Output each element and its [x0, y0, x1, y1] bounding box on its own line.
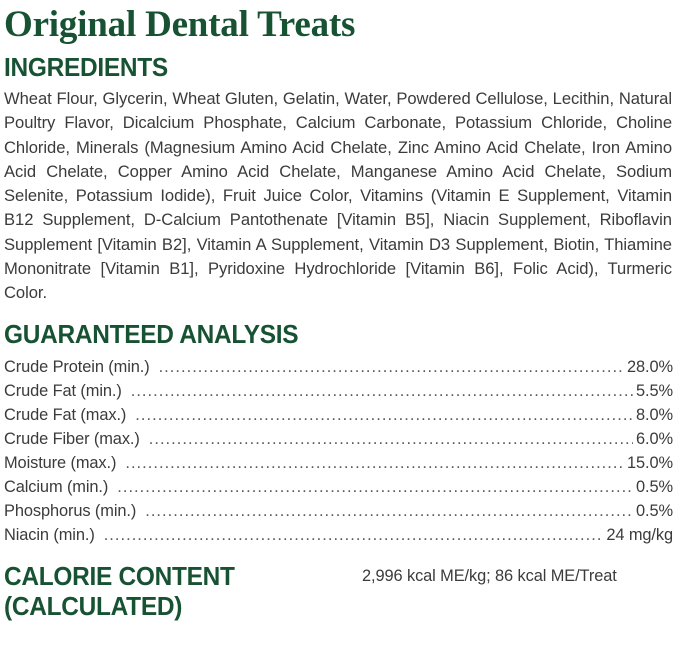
- analysis-row-value: 15.0%: [627, 453, 673, 472]
- analysis-row-label: Moisture (max.): [4, 453, 117, 472]
- analysis-row-label: Crude Protein (min.): [4, 357, 150, 376]
- analysis-row-label: Crude Fiber (max.): [4, 429, 140, 448]
- analysis-row-value: 5.5%: [636, 381, 673, 400]
- analysis-row: Niacin (min.) 24 mg/kg: [4, 523, 673, 547]
- analysis-row-label: Phosphorus (min.): [4, 501, 137, 520]
- analysis-row: Moisture (max.) 15.0%: [4, 451, 673, 475]
- analysis-row-label: Calcium (min.): [4, 477, 109, 496]
- dot-leader: [117, 475, 633, 491]
- analysis-row: Crude Fiber (max.) 6.0%: [4, 427, 673, 451]
- analysis-row: Crude Fat (max.) 8.0%: [4, 403, 673, 427]
- dot-leader: [104, 523, 604, 539]
- dot-leader: [145, 499, 633, 515]
- analysis-row: Phosphorus (min.) 0.5%: [4, 499, 673, 523]
- dot-leader: [125, 451, 624, 467]
- analysis-row: Calcium (min.) 0.5%: [4, 475, 673, 499]
- analysis-row-label: Niacin (min.): [4, 525, 95, 544]
- analysis-row-value: 8.0%: [636, 405, 673, 424]
- analysis-row: Crude Fat (min.) 5.5%: [4, 379, 673, 403]
- analysis-row-value: 6.0%: [636, 429, 673, 448]
- analysis-row-value: 24 mg/kg: [606, 525, 673, 544]
- guaranteed-analysis-table: Crude Protein (min.) 28.0% Crude Fat (min.…: [4, 355, 673, 547]
- analysis-row-label: Crude Fat (min.): [4, 381, 122, 400]
- analysis-row-value: 28.0%: [627, 357, 673, 376]
- calorie-content-value: 2,996 kcal ME/kg; 86 kcal ME/Treat: [362, 566, 617, 585]
- analysis-row-label: Crude Fat (max.): [4, 405, 127, 424]
- dot-leader: [159, 355, 624, 371]
- analysis-row-value: 0.5%: [636, 501, 673, 520]
- calorie-content-heading-line2: (CALCULATED): [4, 590, 183, 621]
- analysis-row-value: 0.5%: [636, 477, 673, 496]
- dot-leader: [131, 379, 633, 395]
- ingredients-heading: INGREDIENTS: [4, 52, 168, 82]
- calorie-content-heading: CALORIE CONTENT (CALCULATED): [4, 561, 324, 621]
- calorie-content-heading-line1: CALORIE CONTENT: [4, 560, 235, 591]
- analysis-row: Crude Protein (min.) 28.0%: [4, 355, 673, 379]
- dot-leader: [149, 427, 633, 443]
- calorie-content-block: CALORIE CONTENT (CALCULATED) 2,996 kcal …: [4, 561, 673, 623]
- page-title: Original Dental Treats: [4, 4, 356, 45]
- dot-leader: [135, 403, 633, 419]
- guaranteed-analysis-heading: GUARANTEED ANALYSIS: [4, 318, 299, 349]
- ingredients-text: Wheat Flour, Glycerin, Wheat Gluten, Gel…: [4, 89, 672, 303]
